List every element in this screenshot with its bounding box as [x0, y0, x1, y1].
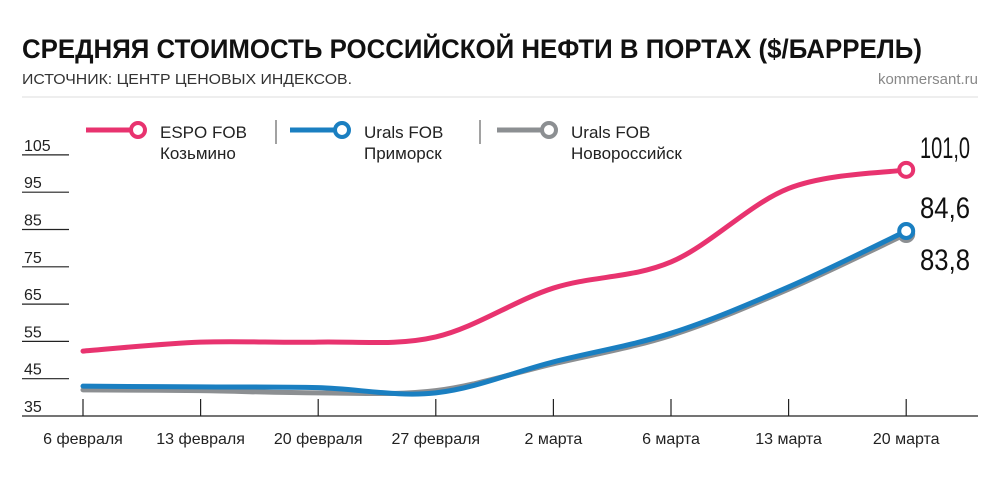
x-tick-label: 27 февраля — [391, 431, 480, 448]
legend: ESPO FOB Козьмино Urals FOB Приморск Urals F… — [86, 120, 682, 163]
x-tick-label: 20 марта — [873, 431, 940, 448]
y-tick-label: 55 — [24, 324, 42, 341]
legend-marker-icon — [333, 121, 351, 139]
y-tick-label: 95 — [24, 175, 42, 192]
y-axis: 35 45 55 65 75 85 95 105 — [22, 138, 69, 416]
series-end-marker — [897, 221, 916, 240]
legend-marker-icon — [129, 121, 147, 139]
x-axis: 6 февраля 13 февраля 20 февраля 27 февраля 2… — [22, 399, 978, 448]
x-tick-label: 13 февраля — [156, 431, 245, 448]
series-end-marker — [897, 160, 916, 179]
end-value-label: 83,8 — [920, 244, 970, 277]
end-value-label: 101,0 — [920, 132, 970, 165]
legend-sublabel: Приморск — [364, 144, 442, 163]
legend-sublabel: Новороссийск — [571, 144, 682, 163]
x-tick-label: 20 февраля — [274, 431, 363, 448]
x-tick-label: 6 марта — [642, 431, 700, 448]
y-tick-label: 85 — [24, 213, 42, 230]
y-tick-label: 35 — [24, 399, 42, 416]
y-tick-label: 75 — [24, 250, 42, 267]
x-tick-label: 6 февраля — [43, 431, 123, 448]
legend-marker-icon — [540, 121, 558, 139]
series-line — [80, 228, 909, 397]
y-tick-label: 105 — [24, 138, 51, 155]
end-value-label: 84,6 — [920, 192, 970, 225]
legend-label: Urals FOB — [364, 123, 443, 142]
chart-subtitle: ИСТОЧНИК: ЦЕНТР ЦЕНОВЫХ ИНДЕКСОВ. — [22, 71, 352, 88]
x-tick-label: 2 марта — [524, 431, 582, 448]
series-group: 83,8 84,6 101,0 — [80, 132, 970, 397]
legend-sublabel: Козьмино — [160, 144, 236, 163]
x-tick-label: 13 марта — [755, 431, 822, 448]
chart-title: СРЕДНЯЯ СТОИМОСТЬ РОССИЙСКОЙ НЕФТИ В ПОР… — [22, 33, 922, 64]
source-site: kommersant.ru — [878, 71, 978, 88]
y-tick-label: 65 — [24, 287, 42, 304]
legend-label: ESPO FOB — [160, 123, 247, 142]
series-line — [80, 167, 909, 354]
y-tick-label: 45 — [24, 362, 42, 379]
legend-label: Urals FOB — [571, 123, 650, 142]
